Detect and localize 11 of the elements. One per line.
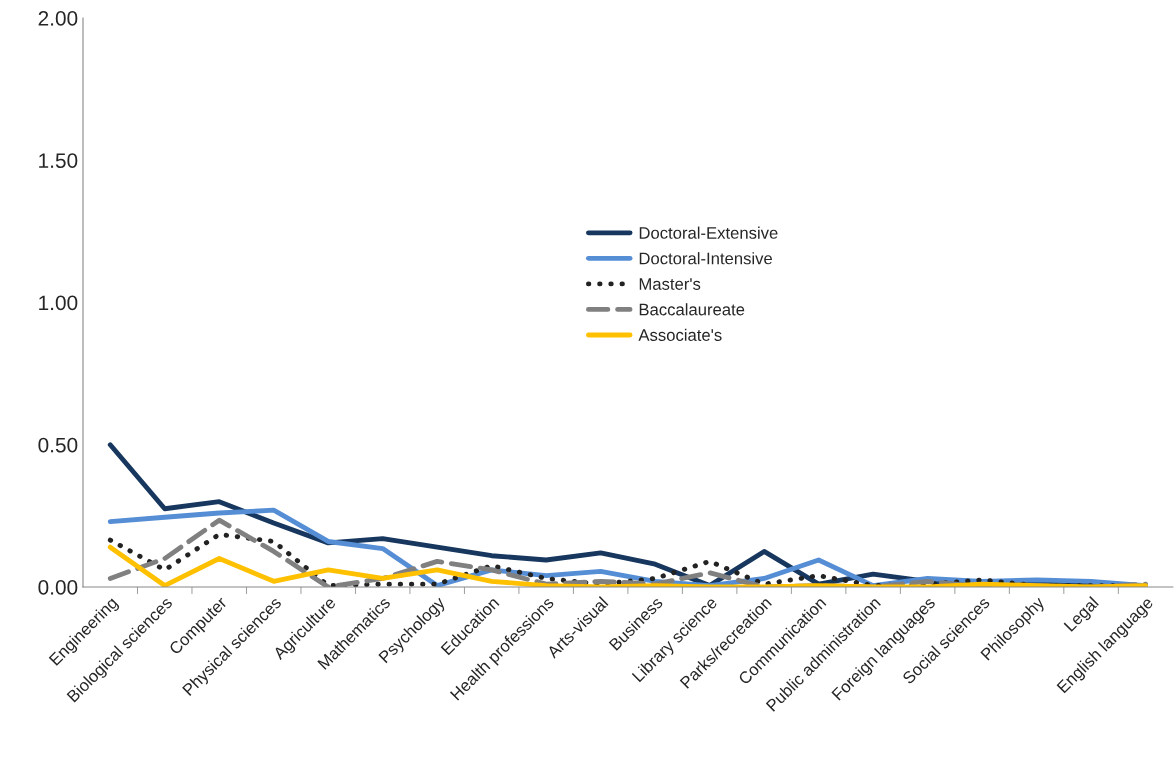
- legend-label: Doctoral-Intensive: [639, 252, 772, 265]
- y-tick-label: 0.00: [38, 580, 78, 595]
- legend-label: Master's: [639, 278, 701, 290]
- y-tick-label: 1.50: [39, 153, 78, 168]
- y-tick-label: 2.00: [38, 11, 78, 26]
- y-tick-label: 1.00: [39, 295, 78, 311]
- legend-label: Doctoral-Extensive: [639, 226, 778, 239]
- line-series: [107, 544, 1149, 587]
- y-tick-label: 0.50: [38, 437, 78, 453]
- legend-label: Associate's: [638, 328, 722, 341]
- legend-label: Baccalaureate: [639, 303, 745, 316]
